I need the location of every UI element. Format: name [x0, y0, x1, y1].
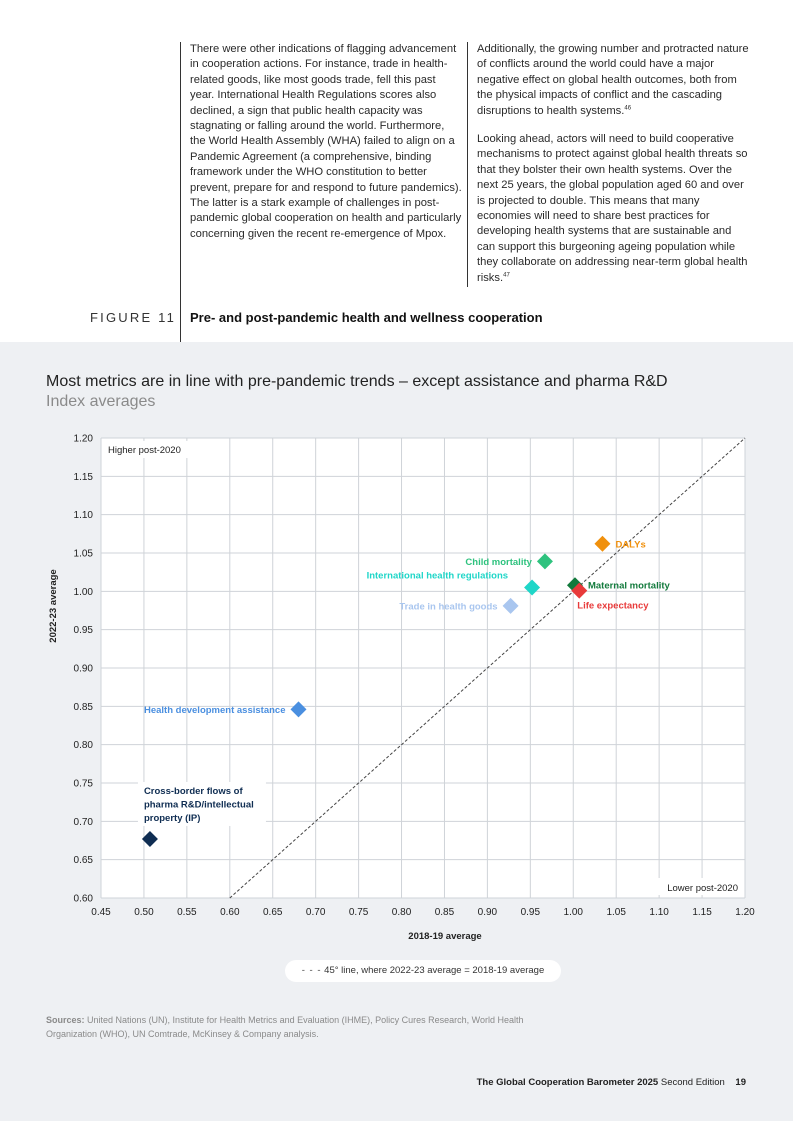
- y-tick-label: 1.05: [74, 549, 94, 560]
- reference-45-line: [229, 437, 746, 899]
- corner-label-higher: Higher post-2020: [108, 445, 181, 456]
- x-tick-label: 1.05: [606, 907, 626, 918]
- x-tick-label: 0.90: [478, 907, 498, 918]
- y-tick-label: 0.70: [74, 817, 94, 828]
- y-tick-label: 1.10: [74, 510, 94, 521]
- chart-legend: - - - 45° line, where 2022-23 average = …: [285, 960, 561, 982]
- text-column-left: There were other indications of flagging…: [190, 42, 462, 255]
- report-edition: Second Edition: [660, 1077, 725, 1088]
- y-tick-label: 0.85: [74, 702, 94, 713]
- data-point: [141, 830, 158, 847]
- footnote-ref[interactable]: 47: [503, 271, 510, 278]
- data-point: [524, 579, 541, 596]
- data-point: [290, 701, 307, 718]
- chart-title: Most metrics are in line with pre-pandem…: [46, 373, 668, 390]
- data-point: [536, 553, 553, 570]
- y-tick-label: 0.95: [74, 625, 94, 636]
- x-tick-label: 0.60: [220, 907, 240, 918]
- y-tick-label: 0.80: [74, 740, 94, 751]
- x-tick-label: 0.45: [91, 907, 111, 918]
- y-tick-label: 0.65: [74, 855, 94, 866]
- footnote-ref[interactable]: 46: [624, 104, 632, 111]
- page-number: 19: [735, 1077, 746, 1088]
- data-label: Child mortality: [465, 557, 532, 568]
- y-tick-label: 0.75: [74, 779, 94, 790]
- data-label: Cross-border flows of: [144, 786, 244, 797]
- chart-subtitle: Index averages: [46, 393, 156, 410]
- data-label: International health regulations: [367, 571, 508, 582]
- data-point: [571, 582, 588, 599]
- x-tick-label: 1.20: [735, 907, 755, 918]
- x-tick-label: 0.65: [263, 907, 283, 918]
- x-tick-label: 1.15: [692, 907, 712, 918]
- x-tick-label: 1.10: [649, 907, 669, 918]
- paragraph: There were other indications of flagging…: [190, 43, 462, 240]
- x-tick-label: 0.75: [349, 907, 369, 918]
- paragraph: Additionally, the growing number and pro…: [477, 42, 752, 119]
- x-tick-label: 0.55: [177, 907, 197, 918]
- data-point: [594, 535, 611, 552]
- text-section: There were other indications of flagging…: [0, 0, 793, 342]
- x-tick-label: 0.50: [134, 907, 154, 918]
- y-tick-label: 1.20: [74, 434, 94, 445]
- data-label: Trade in health goods: [399, 601, 497, 612]
- data-label: pharma R&D/intellectual: [144, 799, 254, 810]
- y-axis-label: 2022-23 average: [48, 569, 59, 642]
- sources-text: United Nations (UN), Institute for Healt…: [46, 1015, 524, 1039]
- data-label: Maternal mortality: [588, 581, 671, 592]
- y-tick-label: 1.00: [74, 587, 94, 598]
- data-label-bg: [137, 781, 266, 826]
- sources-note: Sources: United Nations (UN), Institute …: [46, 1013, 526, 1041]
- corner-label-bg: [653, 878, 743, 895]
- data-label: Life expectancy: [577, 601, 649, 612]
- data-label: Health development assistance: [144, 705, 286, 716]
- corner-label-bg: [104, 441, 196, 458]
- column-divider: [467, 42, 468, 287]
- data-label: DALYs: [615, 539, 645, 550]
- paragraph: Looking ahead, actors will need to build…: [477, 132, 752, 286]
- x-tick-label: 1.00: [564, 907, 584, 918]
- x-tick-label: 0.85: [435, 907, 455, 918]
- data-label: property (IP): [144, 813, 200, 824]
- paragraph-text: Additionally, the growing number and pro…: [477, 43, 749, 117]
- x-tick-label: 0.70: [306, 907, 326, 918]
- column-divider: [180, 42, 181, 342]
- text-column-right: Additionally, the growing number and pro…: [477, 42, 752, 299]
- figure-title: Pre- and post-pandemic health and wellne…: [190, 310, 543, 325]
- y-tick-label: 1.15: [74, 472, 94, 483]
- figure-label: FIGURE 11: [90, 310, 177, 325]
- x-axis-label: 2018-19 average: [408, 931, 481, 942]
- y-tick-label: 0.60: [74, 894, 94, 905]
- x-tick-label: 0.95: [521, 907, 541, 918]
- report-title: The Global Cooperation Barometer 2025: [476, 1077, 659, 1088]
- dashed-line-icon: - - -: [301, 965, 322, 976]
- corner-label-lower: Lower post-2020: [667, 883, 738, 894]
- page-footer: The Global Cooperation Barometer 2025 Se…: [477, 1077, 746, 1088]
- data-point: [502, 597, 519, 614]
- paragraph-text: Looking ahead, actors will need to build…: [477, 133, 748, 284]
- y-tick-label: 0.90: [74, 664, 94, 675]
- sources-label: Sources:: [46, 1015, 85, 1025]
- legend-label: 45° line, where 2022-23 average = 2018-1…: [324, 965, 545, 976]
- x-tick-label: 0.80: [392, 907, 412, 918]
